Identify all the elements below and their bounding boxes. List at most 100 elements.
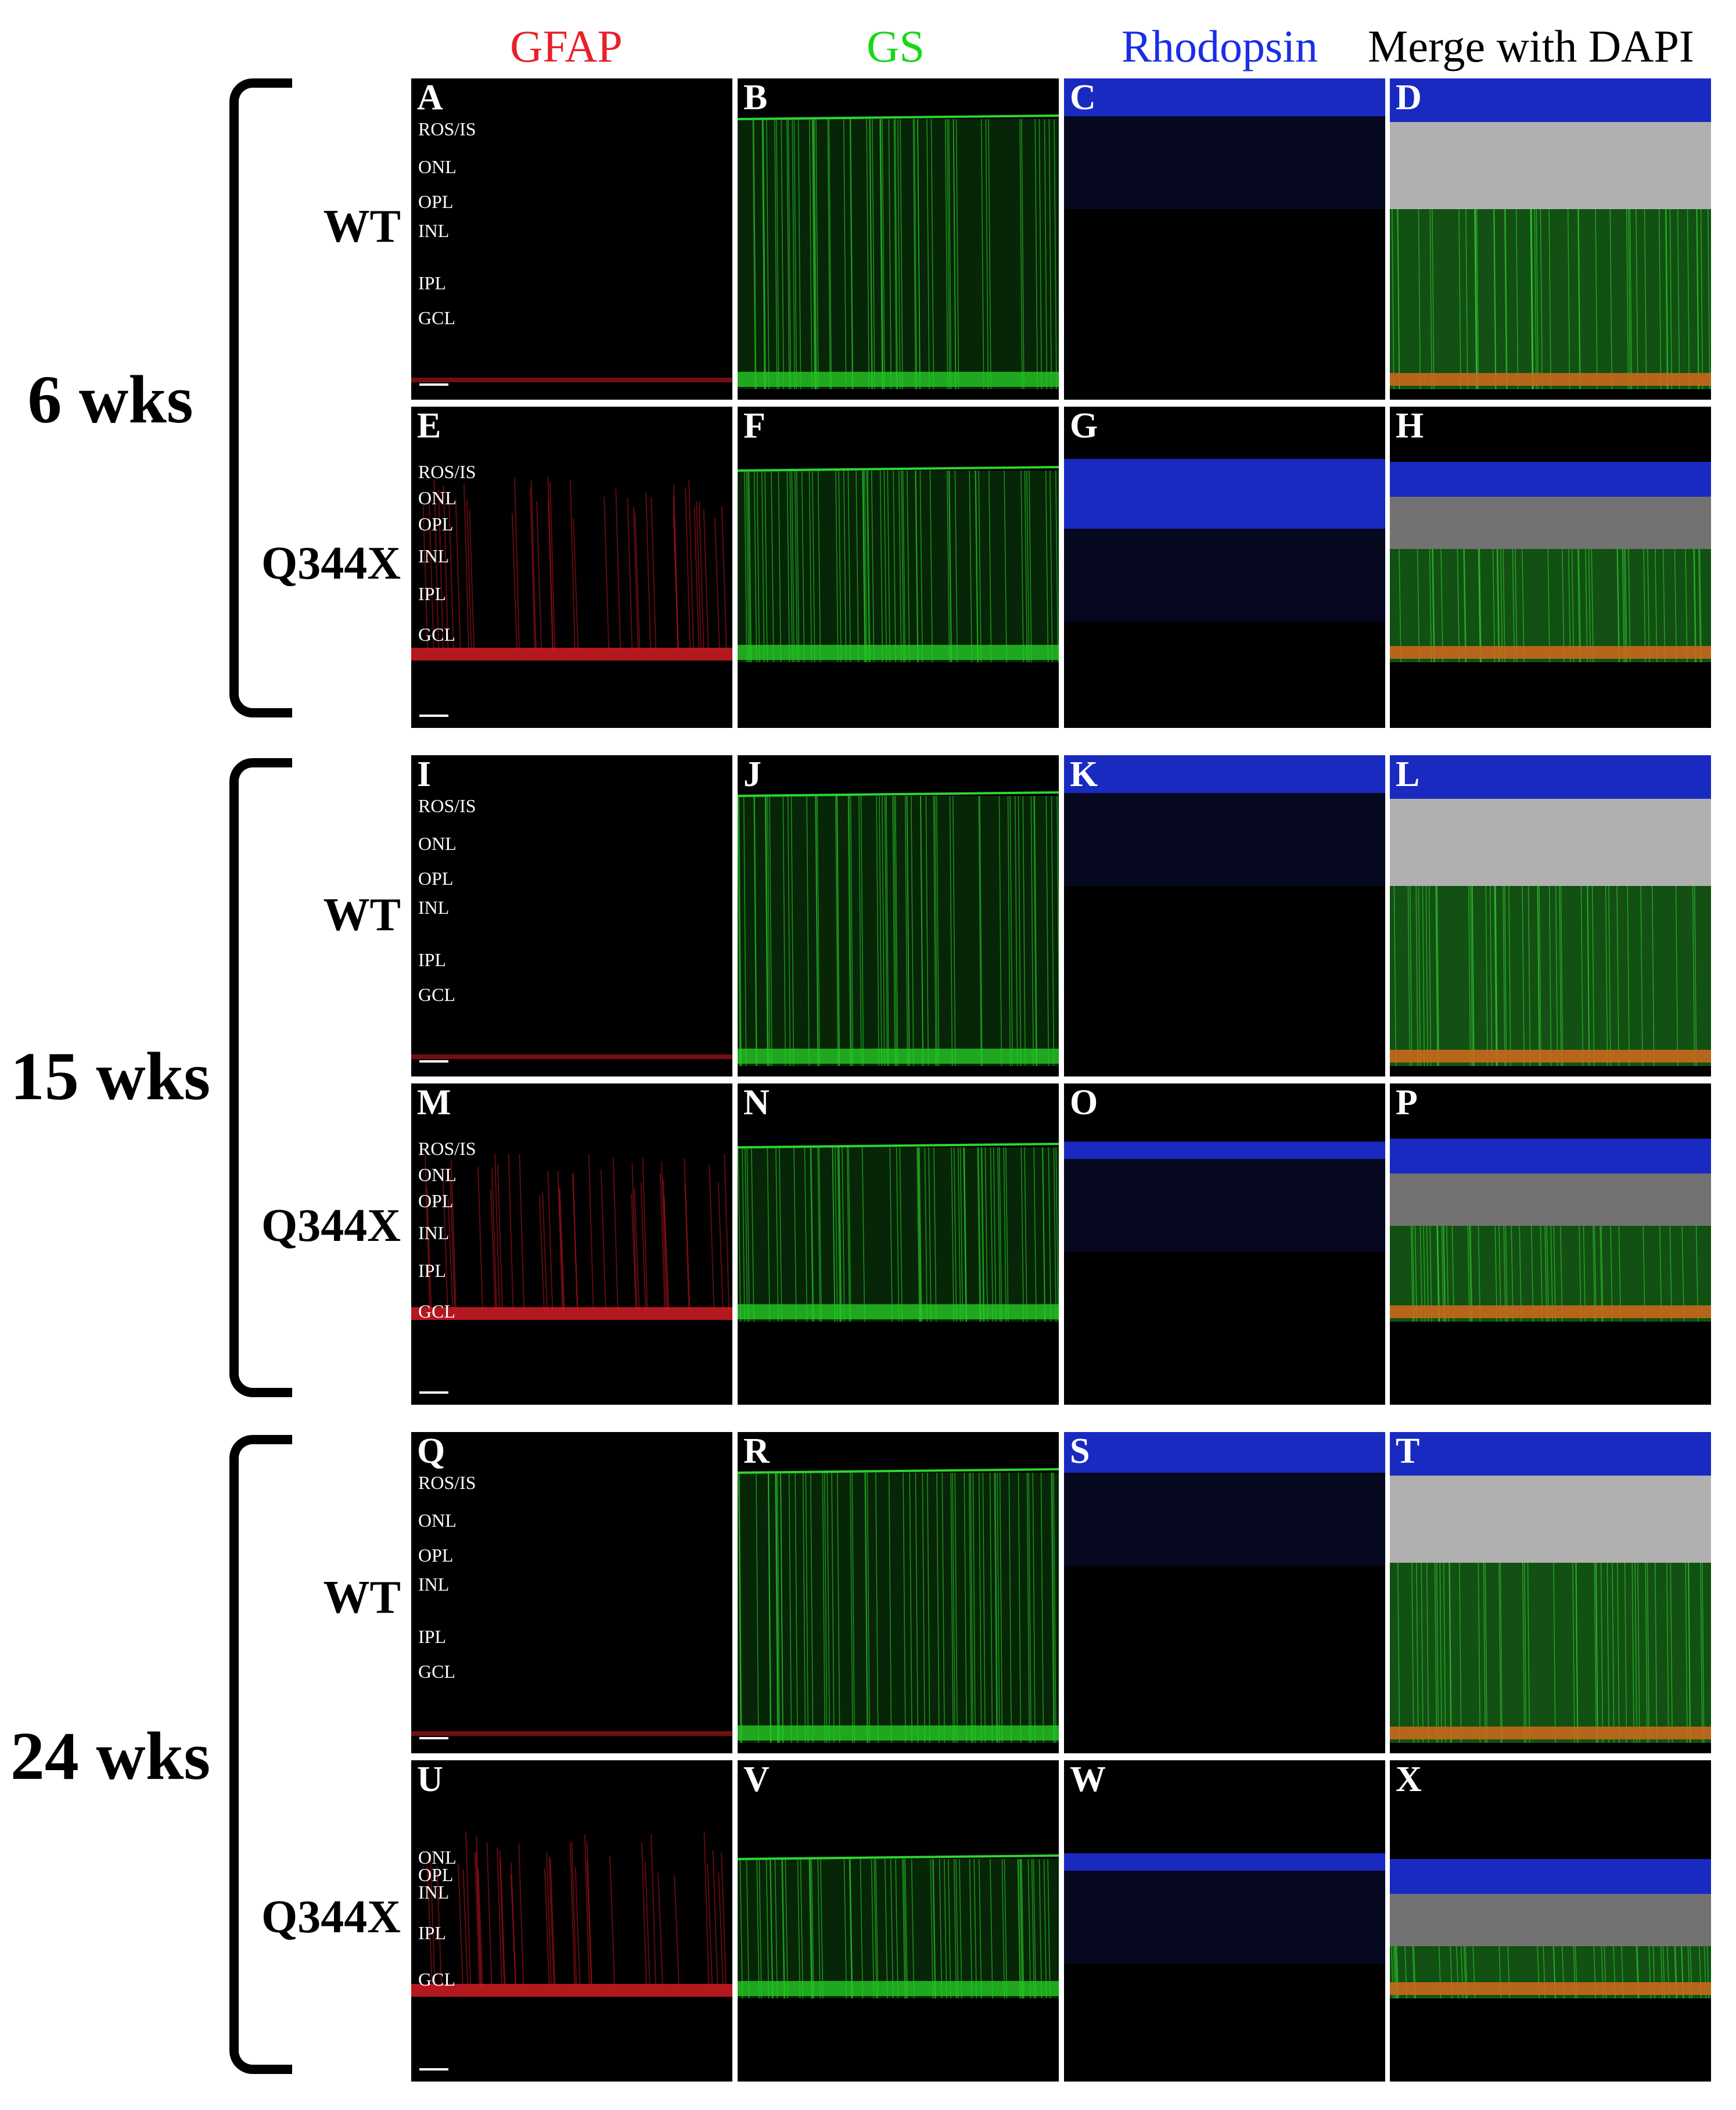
panel-letter: B bbox=[743, 78, 768, 117]
layer-label: IPL bbox=[418, 1922, 446, 1943]
micrograph-image bbox=[411, 476, 732, 661]
layer-label: ONL bbox=[418, 1510, 457, 1531]
scale-bar bbox=[419, 1060, 448, 1063]
layer-label: ROS/IS bbox=[418, 119, 476, 139]
panel-letter: P bbox=[1396, 1083, 1418, 1122]
micrograph-image bbox=[1390, 78, 1711, 390]
micrograph-panel-o: O bbox=[1064, 1083, 1385, 1405]
micrograph-panel-n: N bbox=[738, 1083, 1059, 1405]
micrograph-panel-p: P bbox=[1390, 1083, 1711, 1405]
micrograph-panel-q: Q ROS/IS ONL OPL INL IPL GCL bbox=[411, 1432, 732, 1753]
layer-label: ROS/IS bbox=[418, 1472, 476, 1493]
layer-label: ONL bbox=[418, 833, 457, 854]
time-label-24wks: 24 wks bbox=[10, 1718, 211, 1794]
layer-label: INL bbox=[418, 546, 450, 566]
micrograph-panel-m: M ROS/IS ONL OPL INL IPL GCL bbox=[411, 1083, 732, 1405]
layer-label: ONL bbox=[418, 1847, 457, 1868]
group-bracket-15wks bbox=[229, 758, 292, 1397]
layer-label: INL bbox=[418, 220, 450, 241]
micrograph-image bbox=[1064, 755, 1385, 886]
layer-label: OPL bbox=[418, 514, 454, 534]
panel-letter: T bbox=[1396, 1432, 1420, 1471]
layer-label: ROS/IS bbox=[418, 1138, 476, 1159]
micrograph-image bbox=[738, 1468, 1059, 1743]
layer-label: GCL bbox=[418, 307, 455, 328]
panel-letter: E bbox=[417, 407, 441, 446]
scale-bar bbox=[419, 2068, 448, 2070]
genotype-label-wt-24wks: WT bbox=[323, 1572, 401, 1623]
micrograph-image bbox=[1390, 462, 1711, 663]
micrograph-image bbox=[1390, 1139, 1711, 1322]
group-bracket-24wks bbox=[229, 1435, 292, 2074]
micrograph-panel-j: J bbox=[738, 755, 1059, 1076]
micrograph-image bbox=[1064, 1853, 1385, 1964]
micrograph-image bbox=[738, 114, 1059, 390]
layer-label: INL bbox=[418, 1882, 450, 1903]
layer-label: ONL bbox=[418, 156, 457, 177]
layer-label: ROS/IS bbox=[418, 795, 476, 816]
panel-letter: K bbox=[1070, 755, 1098, 794]
layer-label: OPL bbox=[418, 1864, 454, 1885]
micrograph-image bbox=[738, 1143, 1059, 1322]
micrograph-image bbox=[1390, 1859, 1711, 1999]
layer-label: INL bbox=[418, 1574, 450, 1595]
micrograph-panel-v: V bbox=[738, 1760, 1059, 2082]
layer-label: GCL bbox=[418, 1661, 455, 1682]
layer-label: OPL bbox=[418, 868, 454, 889]
micrograph-image bbox=[411, 1054, 732, 1059]
micrograph-panel-l: L bbox=[1390, 755, 1711, 1076]
micrograph-panel-b: B bbox=[738, 78, 1059, 400]
micrograph-image bbox=[738, 1854, 1059, 1999]
layer-label: ROS/IS bbox=[418, 461, 476, 482]
layer-label: ONL bbox=[418, 487, 457, 508]
genotype-label-q344x-6wks: Q344X bbox=[261, 538, 401, 589]
panel-letter: H bbox=[1396, 407, 1424, 446]
layer-label: IPL bbox=[418, 1260, 446, 1281]
layer-label: OPL bbox=[418, 191, 454, 212]
time-label-6wks: 6 wks bbox=[27, 361, 193, 437]
micrograph-image bbox=[1390, 755, 1711, 1067]
micrograph-image bbox=[738, 466, 1059, 663]
layer-label: IPL bbox=[418, 949, 446, 970]
layer-label: GCL bbox=[418, 984, 455, 1005]
layer-label: GCL bbox=[418, 624, 455, 645]
layer-label: INL bbox=[418, 1222, 450, 1243]
micrograph-panel-a: A ROS/IS ONL OPL INL IPL GCL bbox=[411, 78, 732, 400]
genotype-label-q344x-15wks: Q344X bbox=[261, 1200, 401, 1251]
layer-label: GCL bbox=[418, 1969, 455, 1990]
micrograph-panel-u: U ONL OPL INL IPL GCL bbox=[411, 1760, 732, 2082]
micrograph-image bbox=[411, 378, 732, 382]
panel-letter: O bbox=[1070, 1083, 1098, 1122]
scale-bar bbox=[419, 1391, 448, 1394]
scale-bar bbox=[419, 1737, 448, 1739]
micrograph-image bbox=[1064, 1432, 1385, 1566]
panel-letter: I bbox=[417, 755, 432, 794]
genotype-label-wt-15wks: WT bbox=[323, 889, 401, 941]
column-label-merge: Merge with DAPI bbox=[1368, 21, 1694, 71]
column-label-gfap: GFAP bbox=[510, 21, 623, 71]
panel-letter: S bbox=[1070, 1432, 1090, 1471]
micrograph-image bbox=[411, 1153, 732, 1320]
panel-letter: N bbox=[743, 1083, 770, 1122]
micrograph-image bbox=[1064, 1142, 1385, 1252]
column-label-gs: GS bbox=[867, 21, 925, 71]
panel-letter: D bbox=[1396, 78, 1422, 117]
micrograph-panel-w: W bbox=[1064, 1760, 1385, 2082]
scale-bar bbox=[419, 715, 448, 717]
layer-label: IPL bbox=[418, 1626, 446, 1647]
micrograph-panel-e: E ROS/IS ONL OPL INL IPL GCL bbox=[411, 407, 732, 728]
scale-bar bbox=[419, 383, 448, 386]
micrograph-panel-i: I ROS/IS ONL OPL INL IPL GCL bbox=[411, 755, 732, 1076]
micrograph-panel-h: H bbox=[1390, 407, 1711, 728]
micrograph-panel-s: S bbox=[1064, 1432, 1385, 1753]
micrograph-image bbox=[738, 791, 1059, 1067]
micrograph-image bbox=[411, 1831, 732, 1997]
micrograph-panel-g: G bbox=[1064, 407, 1385, 728]
panel-letter: L bbox=[1396, 755, 1420, 794]
panel-letter: M bbox=[417, 1083, 451, 1122]
micrograph-image bbox=[411, 1731, 732, 1736]
panel-letter: Q bbox=[417, 1432, 445, 1471]
panel-letter: X bbox=[1396, 1760, 1422, 1799]
panel-letter: J bbox=[743, 755, 761, 794]
layer-label: IPL bbox=[418, 272, 446, 293]
